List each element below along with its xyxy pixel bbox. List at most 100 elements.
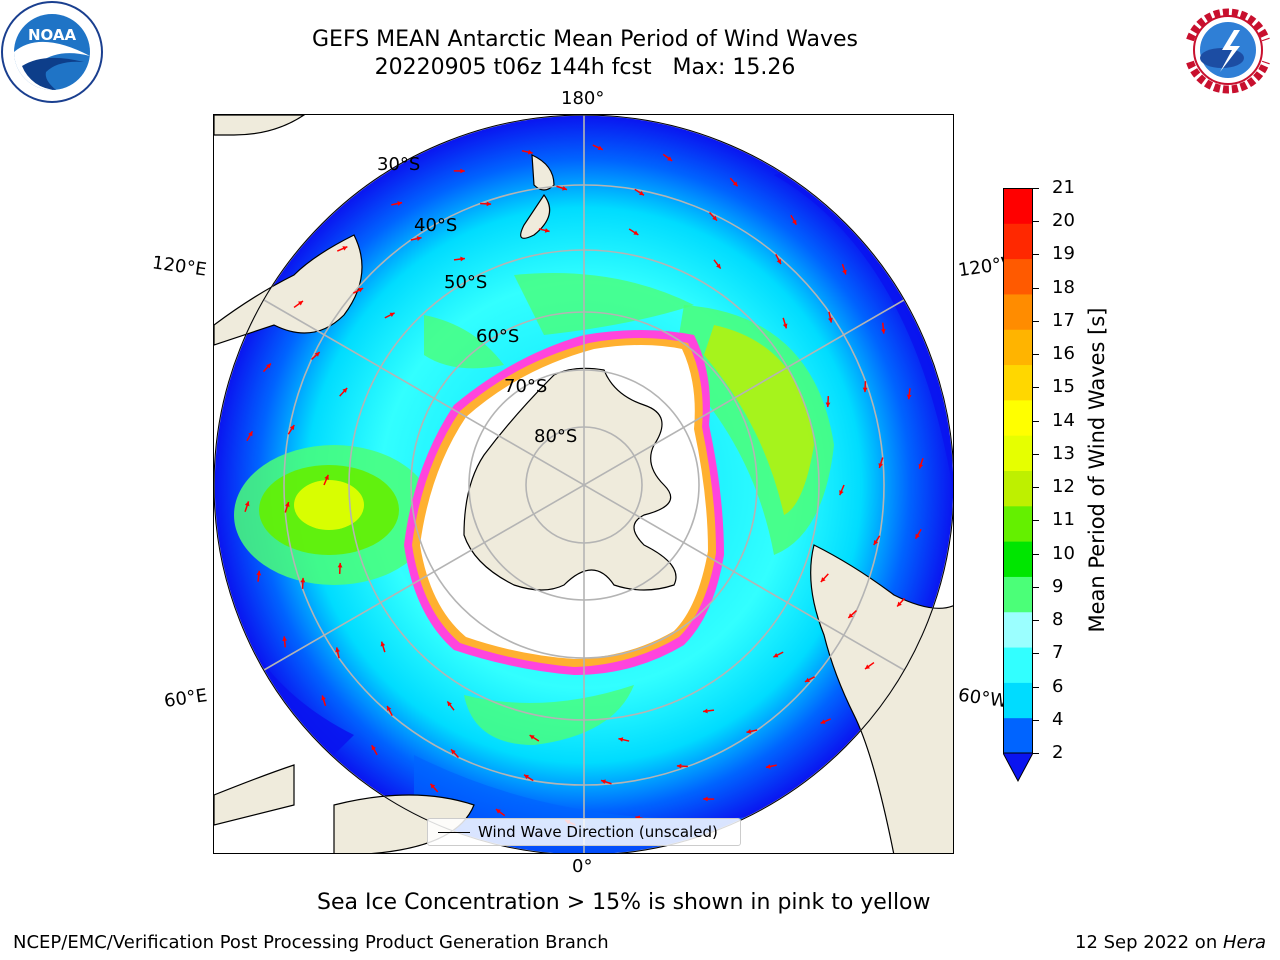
wind-wave-arrow bbox=[746, 729, 758, 734]
colorbar-tick-label: 15 bbox=[1052, 376, 1075, 398]
wind-wave-arrow bbox=[556, 185, 568, 191]
colorbar-tick-mark bbox=[1033, 753, 1039, 754]
wind-wave-arrow bbox=[676, 763, 688, 769]
lat-label-30s: 30°S bbox=[377, 154, 420, 175]
legend-label: Wind Wave Direction (unscaled) bbox=[478, 823, 718, 841]
wind-wave-arrow bbox=[790, 214, 797, 226]
wind-wave-arrow bbox=[380, 641, 386, 653]
wind-wave-arrow bbox=[335, 647, 340, 659]
wind-wave-arrow bbox=[713, 259, 722, 270]
footer-host: Hera bbox=[1222, 932, 1266, 953]
antarctica bbox=[463, 367, 677, 591]
wind-wave-arrow bbox=[703, 796, 715, 802]
wind-wave-arrow bbox=[323, 474, 329, 486]
colorbar-swatch bbox=[1003, 576, 1033, 613]
wind-wave-arrow bbox=[391, 201, 403, 206]
wind-wave-arrow bbox=[352, 287, 364, 294]
colorbar-tick-mark bbox=[1033, 653, 1039, 655]
wind-wave-arrow bbox=[820, 718, 832, 725]
colorbar-tick-label: 14 bbox=[1052, 409, 1075, 431]
wind-wave-arrow bbox=[450, 748, 460, 758]
map-canvas: 30°S 40°S 50°S 60°S 70°S 80°S bbox=[214, 115, 953, 853]
colorbar-swatch bbox=[1003, 505, 1033, 542]
colorbar-tick-mark bbox=[1033, 188, 1039, 189]
colorbar-tick-mark bbox=[1033, 553, 1039, 555]
colorbar-swatch bbox=[1003, 541, 1033, 577]
africa bbox=[214, 764, 295, 826]
wind-wave-arrow bbox=[592, 144, 604, 151]
wind-wave-arrow bbox=[600, 779, 612, 785]
wind-wave-arrow bbox=[878, 457, 884, 469]
colorbar-swatch bbox=[1003, 717, 1033, 754]
chart-title: GEFS MEAN Antarctic Mean Period of Wind … bbox=[220, 26, 950, 82]
wind-wave-arrow bbox=[881, 322, 886, 334]
australia bbox=[214, 234, 363, 346]
wind-wave-arrow bbox=[287, 424, 295, 435]
colorbar-swatch bbox=[1003, 223, 1033, 260]
colorbar-tick-label: 21 bbox=[1052, 177, 1075, 198]
south-america bbox=[810, 544, 953, 853]
sea-ice-note: Sea Ice Concentration > 15% is shown in … bbox=[317, 890, 931, 915]
colorbar-tick-mark bbox=[1033, 287, 1039, 289]
colorbar-tick-label: 2 bbox=[1052, 742, 1064, 763]
colorbar-underflow-triangle bbox=[1002, 752, 1034, 783]
wind-wave-arrow bbox=[906, 388, 912, 400]
colorbar-swatch bbox=[1003, 682, 1033, 719]
wind-wave-arrow bbox=[529, 734, 540, 742]
title-line-2: 20220905 t06z 144h fcst Max: 15.26 bbox=[374, 55, 796, 80]
wind-wave-arrow bbox=[914, 528, 922, 540]
wind-wave-arrow bbox=[453, 168, 465, 174]
wind-wave-arrow bbox=[862, 381, 868, 393]
wind-wave-arrow bbox=[262, 362, 272, 373]
wind-wave-arrow bbox=[521, 149, 533, 155]
wind-wave-arrow bbox=[282, 636, 287, 648]
lat-label-50s: 50°S bbox=[444, 272, 487, 293]
wind-wave-arrow bbox=[628, 228, 639, 236]
footer-credit: NCEP/EMC/Verification Post Processing Pr… bbox=[13, 932, 609, 953]
colorbar-tick-mark bbox=[1033, 487, 1039, 489]
wind-wave-arrow bbox=[453, 256, 466, 262]
colorbar-tick-mark bbox=[1033, 320, 1039, 322]
wind-wave-arrow bbox=[820, 573, 829, 583]
lat-label-40s: 40°S bbox=[414, 215, 457, 236]
wind-wave-arrow bbox=[873, 535, 881, 546]
colorbar-tick-label: 4 bbox=[1052, 708, 1064, 730]
legend-line-swatch bbox=[438, 832, 470, 833]
colorbar-swatch bbox=[1003, 188, 1033, 224]
wind-wave-arrow bbox=[839, 484, 845, 496]
wind-wave-arrow bbox=[896, 597, 906, 608]
wind-wave-arrow bbox=[918, 457, 924, 469]
wind-wave-arrow bbox=[708, 212, 718, 222]
lat-label-60s: 60°S bbox=[476, 326, 519, 347]
lon-label-60w: 60°W bbox=[956, 684, 1009, 713]
colorbar-tick-mark bbox=[1033, 586, 1039, 588]
colorbar-tick-label: 16 bbox=[1052, 343, 1075, 365]
wind-wave-arrow bbox=[828, 311, 833, 323]
svg-text:NOAA: NOAA bbox=[28, 26, 77, 44]
top-left-land bbox=[214, 115, 306, 136]
footer-date: 12 Sep 2022 on Hera bbox=[1075, 932, 1266, 953]
lat-label-70s: 70°S bbox=[504, 376, 547, 397]
colorbar-tick-label: 10 bbox=[1052, 542, 1075, 564]
colorbar-tick-mark bbox=[1033, 354, 1039, 356]
new-zealand-south bbox=[520, 193, 551, 239]
wind-wave-arrow bbox=[662, 153, 673, 162]
land-masses bbox=[214, 115, 953, 853]
colorbar-tick-mark bbox=[1033, 453, 1039, 455]
colorbar-tick-mark bbox=[1033, 686, 1039, 688]
wind-wave-arrow bbox=[410, 236, 422, 241]
colorbar-tick-mark bbox=[1033, 387, 1039, 389]
colorbar-tick-label: 18 bbox=[1052, 276, 1075, 298]
lon-label-0: 0° bbox=[572, 856, 593, 877]
wind-wave-arrow bbox=[825, 396, 831, 408]
colorbar-swatch bbox=[1003, 293, 1033, 330]
graticule bbox=[214, 115, 953, 853]
colorbar-tick-mark bbox=[1033, 221, 1039, 223]
colorbar-tick-label: 8 bbox=[1052, 609, 1064, 631]
lon-label-120e: 120°E bbox=[150, 252, 208, 281]
wind-wave-arrow bbox=[284, 501, 290, 513]
colorbar-tick-label: 7 bbox=[1052, 642, 1064, 664]
colorbar-tick-mark bbox=[1033, 420, 1039, 422]
colorbar-tick-label: 6 bbox=[1052, 675, 1064, 697]
wind-wave-arrow bbox=[495, 808, 506, 817]
